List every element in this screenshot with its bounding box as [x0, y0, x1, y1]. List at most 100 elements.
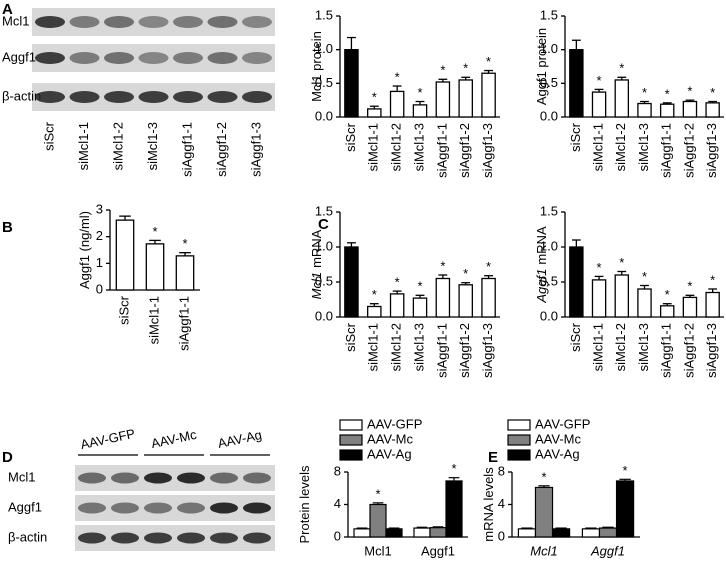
bar: [458, 284, 473, 318]
x-tick-label: siAggf1-3: [704, 323, 719, 378]
x-tick-label: siAggf1-1: [434, 123, 449, 178]
y-tick-label: 1.0: [315, 238, 333, 253]
bar: [385, 528, 403, 538]
lane-label: siScr: [41, 121, 56, 151]
blot-row-label: β-actin: [8, 529, 47, 544]
bar: [569, 49, 584, 118]
bar: [344, 246, 359, 318]
blot-band: [210, 472, 238, 484]
bar: [581, 528, 601, 538]
significance-star: *: [619, 61, 624, 76]
bar: [591, 91, 607, 118]
bar: [481, 277, 496, 318]
blot-band: [207, 16, 238, 28]
bar: [517, 528, 537, 538]
bar: [637, 102, 652, 118]
legend-label: AAV-Ag: [367, 446, 412, 461]
y-tick-label: 3: [96, 201, 103, 216]
bar: [637, 288, 652, 318]
y-tick-label: 1.0: [540, 238, 558, 253]
legend-swatch: [339, 434, 363, 446]
y-tick-label: 0.0: [315, 308, 333, 323]
y-axis-label: Mcl1 mRNA: [309, 229, 324, 299]
bar: [614, 274, 630, 318]
blot-band: [111, 472, 139, 484]
significance-star: *: [375, 486, 380, 501]
blot-band: [242, 52, 272, 64]
lane-label: siMcl1-1: [76, 122, 91, 170]
legend-swatch: [507, 434, 531, 446]
lane-label: siAggf1-3: [248, 122, 263, 177]
panel-label: A: [2, 1, 13, 18]
blot-band: [104, 91, 134, 103]
blot-band: [207, 52, 238, 64]
x-tick-label: siMcl1-1: [366, 323, 381, 371]
y-tick-label: 8: [334, 463, 341, 478]
blot-band: [78, 502, 106, 514]
y-tick-label: 4: [334, 496, 341, 511]
bar: [598, 527, 618, 538]
y-tick-label: 1.5: [315, 7, 333, 22]
bar: [569, 246, 584, 318]
y-axis-label: mRNA levels: [481, 467, 496, 542]
x-tick-label: Mcl1: [530, 543, 557, 558]
x-tick-label: siScr: [116, 295, 131, 325]
blot-band: [177, 472, 205, 484]
x-tick-label: siAggf1-2: [457, 323, 472, 378]
y-tick-label: 0: [498, 528, 505, 543]
legend-label: AAV-GFP: [535, 416, 590, 431]
x-tick-label: siMcl1-1: [146, 296, 161, 344]
y-axis-label-part: Mcl1: [309, 272, 324, 299]
blot-band: [177, 532, 205, 544]
blot-band: [35, 91, 65, 103]
bar: [659, 305, 675, 318]
x-tick-label: siAggf1-3: [480, 323, 495, 378]
y-tick-label: 0: [334, 528, 341, 543]
bar: [705, 291, 720, 318]
significance-star: *: [486, 54, 491, 69]
legend-label: AAV-Mc: [535, 431, 581, 446]
y-tick-label: 0.5: [540, 273, 558, 288]
panel-label: C: [318, 216, 329, 233]
significance-star: *: [642, 269, 647, 284]
significance-star: *: [417, 279, 422, 294]
x-tick-label: siMcl1-3: [636, 323, 651, 371]
y-axis-label-part: mRNA levels: [481, 467, 496, 542]
significance-star: *: [619, 255, 624, 270]
y-tick-label: 0.0: [540, 108, 558, 123]
y-axis-label: Mcl1 protein: [309, 31, 324, 102]
legend-label: AAV-GFP: [367, 416, 422, 431]
bar: [445, 480, 463, 538]
x-tick-label: siMcl1-3: [636, 123, 651, 171]
x-tick-label: siMcl1-2: [613, 323, 628, 371]
blot-band: [210, 532, 238, 544]
lane-label: siMcl1-2: [110, 122, 125, 170]
bar: [551, 528, 571, 538]
x-tick-label: siAggf1-1: [659, 123, 674, 178]
legend-label: AAV-Ag: [535, 446, 580, 461]
significance-star: *: [597, 73, 602, 88]
blot-band: [35, 52, 65, 64]
bar: [353, 528, 371, 538]
bar: [659, 103, 675, 118]
y-tick-label: 0.0: [540, 308, 558, 323]
significance-star: *: [710, 272, 715, 287]
significance-star: *: [395, 275, 400, 290]
bar: [682, 100, 698, 118]
panel-label: B: [2, 219, 13, 236]
bar: [682, 296, 698, 318]
legend-label: AAV-Mc: [367, 431, 413, 446]
x-tick-label: siAggf1-2: [681, 123, 696, 178]
group-label: AAV-GFP: [79, 426, 136, 452]
blot-band: [104, 52, 134, 64]
blot-band: [243, 532, 271, 544]
y-tick-label: 1.0: [315, 41, 333, 56]
blot-band: [111, 532, 139, 544]
significance-star: *: [687, 279, 692, 294]
blot-band: [207, 91, 238, 103]
significance-star: *: [541, 469, 546, 484]
significance-star: *: [597, 260, 602, 275]
significance-star: *: [182, 236, 187, 251]
significance-star: *: [372, 287, 377, 302]
lane-label: siAggf1-2: [214, 122, 229, 177]
